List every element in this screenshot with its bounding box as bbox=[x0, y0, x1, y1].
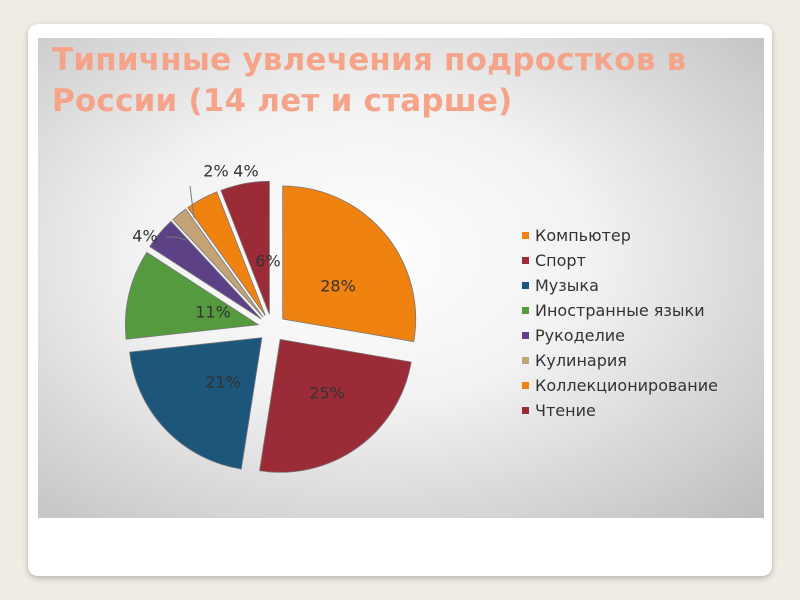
data-label-8: 6% bbox=[255, 252, 280, 271]
legend-label: Музыка bbox=[535, 276, 599, 295]
legend-swatch bbox=[522, 257, 529, 264]
legend-label: Чтение bbox=[535, 401, 596, 420]
pie-slices bbox=[125, 180, 417, 473]
pie-slice-1 bbox=[282, 185, 417, 343]
data-label-6: 2% bbox=[203, 162, 228, 181]
pie-slice-3 bbox=[129, 337, 263, 470]
data-label-2: 25% bbox=[309, 384, 345, 403]
data-label-5: 4% bbox=[132, 227, 157, 246]
legend-item-3: Музыка bbox=[522, 276, 762, 296]
leader-line-5 bbox=[166, 236, 187, 241]
legend-label: Коллекционировани­е bbox=[535, 376, 718, 395]
legend-item-4: Иностранные языки bbox=[522, 301, 762, 321]
legend-swatch bbox=[522, 332, 529, 339]
pie-slice-7 bbox=[187, 191, 266, 316]
data-labels: 28% 25% 21% 11% 4% 2% 4% 6% bbox=[132, 162, 355, 403]
chart-legend: Компьютер Спорт Музыка Иностранные языки Рук… bbox=[522, 226, 762, 426]
legend-item-7: Коллекционировани­е bbox=[522, 376, 762, 396]
data-label-7: 4% bbox=[233, 162, 258, 181]
legend-swatch bbox=[522, 282, 529, 289]
legend-item-2: Спорт bbox=[522, 251, 762, 271]
legend-label: Рукоделие bbox=[535, 326, 625, 345]
pie-slice-6 bbox=[172, 208, 264, 318]
legend-label: Иностранные языки bbox=[535, 301, 705, 320]
legend-label: Кулинария bbox=[535, 351, 627, 370]
data-label-4: 11% bbox=[195, 303, 231, 322]
legend-swatch bbox=[522, 382, 529, 389]
legend-item-5: Рукоделие bbox=[522, 326, 762, 346]
leader-line-6 bbox=[189, 185, 195, 219]
pie-slice-5 bbox=[149, 220, 262, 320]
legend-swatch bbox=[522, 307, 529, 314]
pie-slice-4 bbox=[125, 251, 260, 340]
leader-lines bbox=[166, 185, 195, 241]
legend-item-8: Чтение bbox=[522, 401, 762, 421]
data-label-1: 28% bbox=[320, 277, 356, 296]
legend-label: Компьютер bbox=[535, 226, 631, 245]
legend-label: Спорт bbox=[535, 251, 586, 270]
legend-swatch bbox=[522, 407, 529, 414]
pie-slice-8 bbox=[220, 180, 270, 315]
legend-item-1: Компьютер bbox=[522, 226, 762, 246]
legend-swatch bbox=[522, 232, 529, 239]
data-label-3: 21% bbox=[205, 373, 241, 392]
pie-slice-2 bbox=[259, 338, 412, 473]
legend-swatch bbox=[522, 357, 529, 364]
legend-item-6: Кулинария bbox=[522, 351, 762, 371]
slide-title: Типичные увлечения подростков в России (… bbox=[52, 42, 687, 119]
